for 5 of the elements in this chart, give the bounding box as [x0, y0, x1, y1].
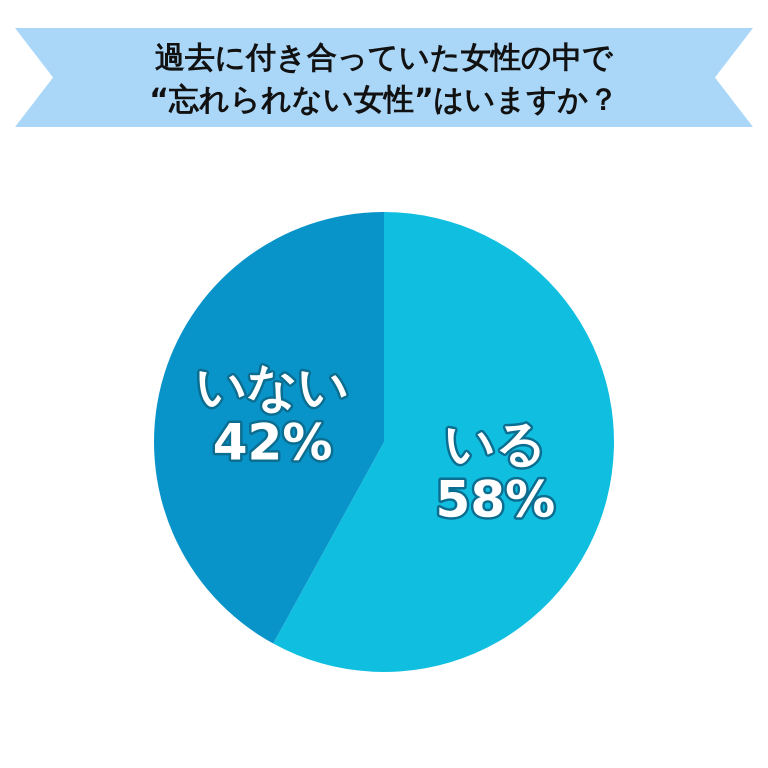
slice-label: いない — [196, 357, 350, 416]
slice-label: いる — [444, 414, 546, 473]
data-label: 58% — [436, 470, 556, 529]
data-label: 42% — [212, 413, 332, 472]
chart-title: 過去に付き合っていた女性の中で “忘れられない女性”はいますか？ — [149, 40, 619, 118]
